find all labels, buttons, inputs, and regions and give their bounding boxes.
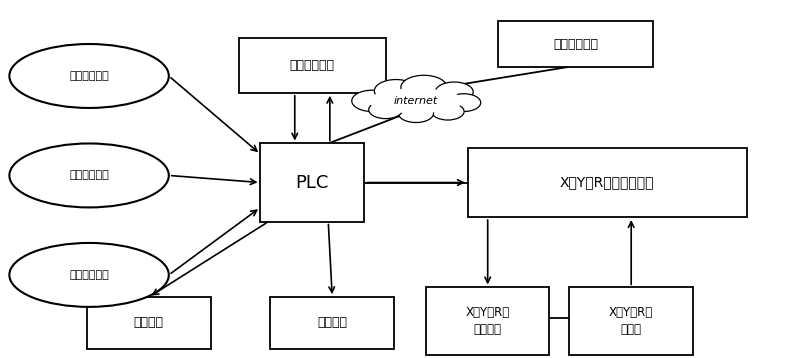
- Text: X，Y，R轴
伺服电机: X，Y，R轴 伺服电机: [466, 306, 510, 336]
- Text: 卷帘电机: 卷帘电机: [318, 316, 347, 329]
- Ellipse shape: [435, 82, 473, 102]
- Text: X，Y，R轴
编码器: X，Y，R轴 编码器: [609, 306, 654, 336]
- Ellipse shape: [10, 44, 169, 108]
- Ellipse shape: [10, 243, 169, 307]
- Text: internet: internet: [394, 96, 438, 106]
- Ellipse shape: [10, 144, 169, 207]
- FancyBboxPatch shape: [426, 287, 550, 355]
- FancyBboxPatch shape: [238, 38, 386, 93]
- FancyBboxPatch shape: [270, 297, 394, 349]
- Ellipse shape: [352, 90, 393, 111]
- Ellipse shape: [447, 94, 481, 111]
- FancyBboxPatch shape: [570, 287, 693, 355]
- Ellipse shape: [401, 75, 447, 100]
- Text: 人机控制面板: 人机控制面板: [290, 59, 335, 72]
- FancyBboxPatch shape: [87, 297, 210, 349]
- FancyBboxPatch shape: [261, 144, 364, 222]
- FancyBboxPatch shape: [498, 21, 653, 67]
- Text: 夹箱磁性开关: 夹箱磁性开关: [70, 170, 109, 180]
- Ellipse shape: [431, 103, 464, 120]
- Text: 伺服限位开关: 伺服限位开关: [70, 71, 109, 81]
- Text: 夹箱气缸: 夹箱气缸: [134, 316, 164, 329]
- Text: 卷帘接近开关: 卷帘接近开关: [70, 270, 109, 280]
- FancyBboxPatch shape: [468, 148, 746, 217]
- Ellipse shape: [368, 88, 464, 113]
- Text: 远程控制中心: 远程控制中心: [553, 38, 598, 50]
- Ellipse shape: [374, 79, 418, 102]
- Text: PLC: PLC: [296, 174, 329, 192]
- Ellipse shape: [398, 104, 434, 122]
- Text: X、Y、R轴伺服控制器: X、Y、R轴伺服控制器: [560, 175, 654, 189]
- Ellipse shape: [369, 101, 402, 118]
